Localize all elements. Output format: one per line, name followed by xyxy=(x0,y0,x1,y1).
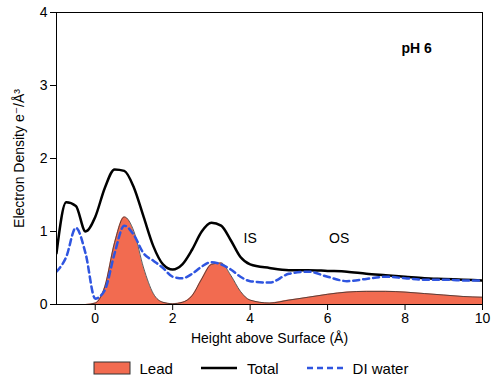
html-text:Lead: Lead xyxy=(139,359,173,377)
svg-text:3: 3 xyxy=(40,77,48,93)
svg-text:Electron Density e⁻/Å³: Electron Density e⁻/Å³ xyxy=(11,89,27,228)
svg-text:4: 4 xyxy=(246,310,254,326)
svg-text:4: 4 xyxy=(40,4,48,20)
svg-text:1: 1 xyxy=(40,223,48,239)
svg-text:OS: OS xyxy=(329,230,349,246)
svg-text:IS: IS xyxy=(244,230,257,246)
svg-text:2: 2 xyxy=(169,310,177,326)
svg-text:2: 2 xyxy=(40,150,48,166)
svg-text:pH 6: pH 6 xyxy=(401,40,432,56)
svg-text:6: 6 xyxy=(324,310,332,326)
html-text:Total: Total xyxy=(246,359,279,377)
svg-text:8: 8 xyxy=(401,310,409,326)
svg-text:Height above Surface (Å): Height above Surface (Å) xyxy=(191,330,348,346)
svg-text:10: 10 xyxy=(475,310,491,326)
svg-text:0: 0 xyxy=(91,310,99,326)
svg-text:0: 0 xyxy=(40,296,48,312)
html-text:DI water: DI water xyxy=(352,359,409,377)
